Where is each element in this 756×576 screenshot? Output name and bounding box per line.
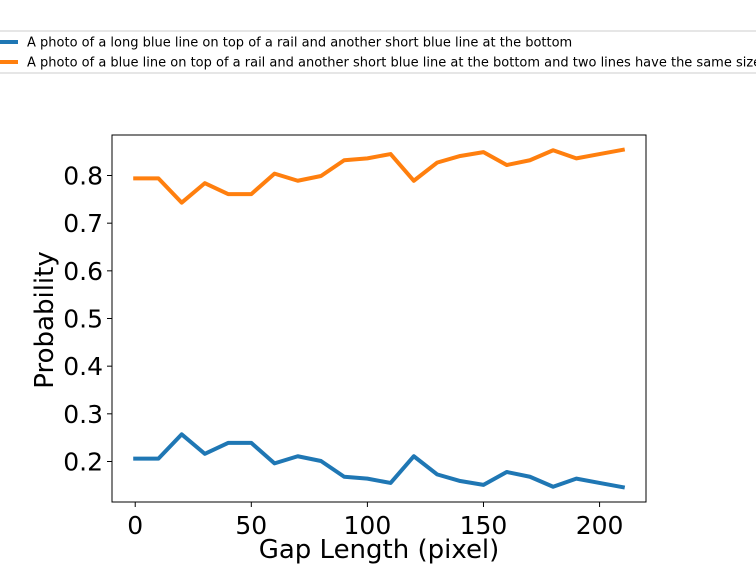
x-axis: 0 50 100 150 200 [127,502,623,540]
x-axis-label: Gap Length (pixel) [259,535,500,565]
y-tick-label: 0.8 [63,162,103,191]
y-axis: 0.2 0.3 0.4 0.5 0.6 0.7 0.8 [63,162,112,476]
y-axis-label: Probability [30,251,60,388]
series-line-2 [133,147,626,205]
legend: A photo of a long blue line on top of a … [0,36,756,71]
y-tick-label: 0.3 [63,400,103,429]
x-tick-label: 150 [460,511,508,540]
series-line-1 [133,432,626,490]
x-tick-label: 100 [344,511,392,540]
x-tick-label: 0 [127,511,143,540]
legend-label-1: A photo of a long blue line on top of a … [27,36,572,51]
y-tick-label: 0.6 [63,257,103,286]
y-tick-label: 0.2 [63,447,103,476]
plot-area [111,134,647,503]
y-tick-label: 0.5 [63,305,103,334]
y-tick-label: 0.4 [63,352,103,381]
x-tick-label: 200 [576,511,624,540]
legend-frame [0,30,756,74]
y-tick-label: 0.7 [63,209,103,238]
legend-label-2: A photo of a blue line on top of a rail … [27,56,756,71]
x-tick-label: 50 [235,511,267,540]
series-layer [133,147,626,490]
